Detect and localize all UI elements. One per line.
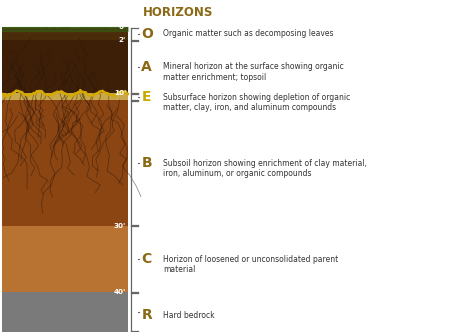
Text: A: A: [141, 60, 152, 74]
Text: 10': 10': [114, 91, 126, 97]
Text: B: B: [141, 156, 152, 170]
Text: Hard bedrock: Hard bedrock: [163, 311, 215, 320]
Text: R: R: [141, 308, 152, 322]
Bar: [2, 94, 128, 100]
Text: Organic matter such as decomposing leaves: Organic matter such as decomposing leave…: [163, 29, 334, 38]
Text: 30': 30': [114, 223, 126, 229]
Bar: [2, 40, 128, 94]
Text: E: E: [141, 90, 151, 104]
Text: iron, aluminum, or organic compounds: iron, aluminum, or organic compounds: [163, 169, 312, 178]
Bar: [2, 292, 128, 332]
Text: 0': 0': [119, 24, 126, 30]
Text: matter enrichment; topsoil: matter enrichment; topsoil: [163, 73, 266, 82]
Text: material: material: [163, 265, 196, 274]
Text: Mineral horizon at the surface showing organic: Mineral horizon at the surface showing o…: [163, 62, 344, 71]
Text: C: C: [141, 252, 152, 266]
Text: 2': 2': [119, 37, 126, 43]
Text: HORIZONS: HORIZONS: [143, 6, 213, 19]
Text: 40': 40': [114, 289, 126, 295]
Bar: [2, 27, 128, 40]
Bar: [2, 226, 128, 292]
Text: matter, clay, iron, and aluminum compounds: matter, clay, iron, and aluminum compoun…: [163, 103, 336, 112]
Text: Horizon of loosened or unconsolidated parent: Horizon of loosened or unconsolidated pa…: [163, 255, 338, 264]
Bar: [2, 100, 128, 226]
Text: O: O: [141, 27, 153, 41]
Text: Subsurface horizon showing depletion of organic: Subsurface horizon showing depletion of …: [163, 93, 350, 102]
Text: Subsoil horizon showing enrichment of clay material,: Subsoil horizon showing enrichment of cl…: [163, 159, 367, 168]
